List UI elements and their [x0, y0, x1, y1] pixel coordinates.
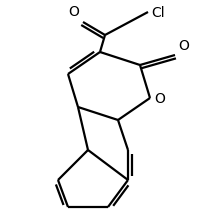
Text: Cl: Cl	[151, 6, 165, 20]
Text: O: O	[178, 39, 189, 53]
Text: O: O	[68, 5, 79, 19]
Text: O: O	[154, 92, 165, 106]
